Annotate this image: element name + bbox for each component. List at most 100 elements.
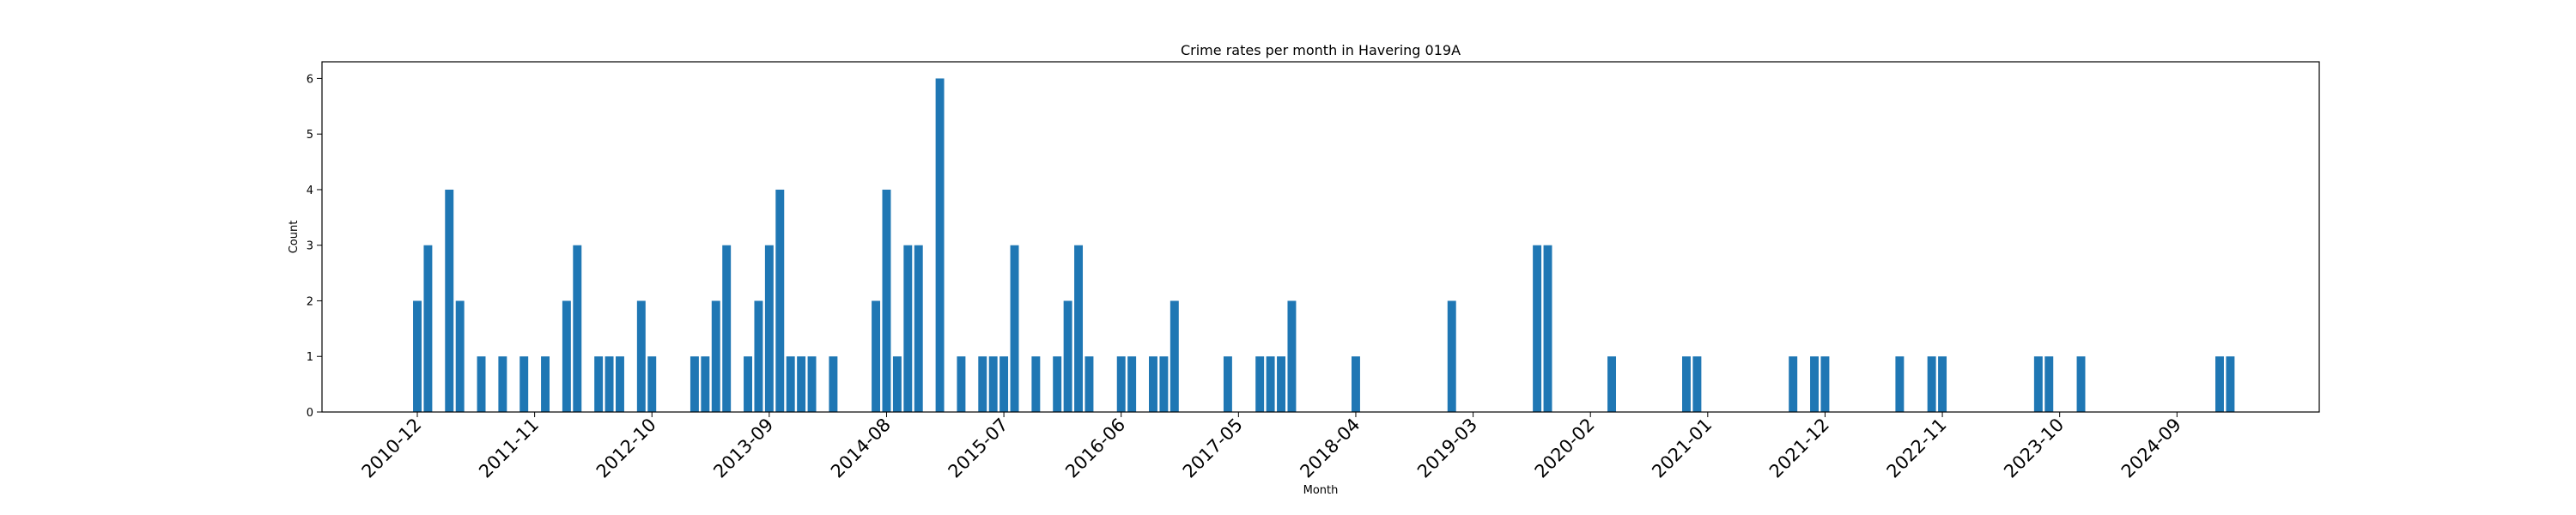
bar-2023-09 <box>2044 356 2054 412</box>
plot-frame <box>321 61 2320 413</box>
chart-title: Crime rates per month in Havering 019A <box>1181 42 1461 58</box>
bar-2011-01 <box>423 245 433 412</box>
bar-2012-10 <box>647 356 657 412</box>
bar-2016-11 <box>1170 300 1179 412</box>
bar-2020-11 <box>1682 356 1691 412</box>
x-tick-label: 2020-02 <box>1531 415 1599 482</box>
y-tick-label: 1 <box>307 351 313 364</box>
x-tick-label: 2024-09 <box>2117 415 2185 482</box>
y-tick-label: 0 <box>307 407 313 420</box>
bar-2023-12 <box>2076 356 2086 412</box>
bar-2013-07 <box>744 356 752 412</box>
bar-2018-04 <box>1351 356 1360 412</box>
bar-2013-10 <box>775 189 785 412</box>
x-axis-label: Month <box>1303 484 1339 497</box>
bar-2021-11 <box>1810 356 1819 412</box>
bar-2013-08 <box>754 300 763 412</box>
bar-2025-01 <box>2215 356 2224 412</box>
bar-2014-03 <box>829 356 838 412</box>
bar-2012-02 <box>562 300 571 412</box>
x-tick-label: 2012-10 <box>592 415 660 482</box>
bar-2015-03 <box>957 356 966 412</box>
x-tick-label: 2011-11 <box>475 415 543 482</box>
bar-2013-05 <box>722 245 732 412</box>
bar-2016-10 <box>1159 356 1169 412</box>
bar-2023-08 <box>2033 356 2043 412</box>
bar-2015-05 <box>978 356 987 412</box>
bar-2012-09 <box>636 300 646 412</box>
bar-2010-12 <box>413 300 422 412</box>
bar-2013-02 <box>690 356 699 412</box>
x-tick-label: 2021-01 <box>1648 415 1716 482</box>
bar-2016-06 <box>1116 356 1126 412</box>
bars-group <box>413 78 2235 413</box>
x-axis: 2010-12 2011-11 2012-10 2013-09 2014-08 2015-… <box>358 412 2185 482</box>
y-tick-label: 6 <box>307 73 313 86</box>
bar-2012-03 <box>573 245 582 412</box>
bar-2011-03 <box>445 189 454 412</box>
x-tick-label: 2017-05 <box>1179 415 1247 482</box>
bar-2011-12 <box>541 356 550 412</box>
bar-2011-10 <box>519 356 529 412</box>
y-tick-label: 2 <box>307 295 313 308</box>
bar-2013-03 <box>701 356 710 412</box>
bar-2017-07 <box>1255 356 1265 412</box>
bar-2013-11 <box>786 356 795 412</box>
y-axis-label: Count <box>288 221 301 254</box>
bar-2017-09 <box>1277 356 1285 412</box>
x-tick-label: 2015-07 <box>945 415 1012 482</box>
x-tick-label: 2021-12 <box>1765 415 1833 482</box>
bar-2012-05 <box>594 356 604 412</box>
bar-2022-10 <box>1927 356 1936 412</box>
bar-2012-07 <box>616 356 624 412</box>
y-tick-label: 4 <box>307 185 313 197</box>
bar-2015-10 <box>1031 356 1041 412</box>
bar-2014-11 <box>914 245 923 412</box>
y-tick-label: 5 <box>307 129 313 142</box>
x-tick-label: 2013-09 <box>709 415 777 482</box>
bar-2015-12 <box>1053 356 1062 412</box>
bar-2012-06 <box>605 356 614 412</box>
bar-2014-10 <box>903 245 913 412</box>
bar-2016-09 <box>1149 356 1157 412</box>
bar-2019-09 <box>1533 245 1542 412</box>
bar-2025-02 <box>2226 356 2235 412</box>
bar-2016-02 <box>1074 245 1084 412</box>
bar-2014-01 <box>807 356 817 412</box>
bar-2014-07 <box>872 300 881 412</box>
x-tick-label: 2019-03 <box>1413 415 1481 482</box>
bar-2017-08 <box>1266 356 1275 412</box>
x-tick-label: 2014-08 <box>827 415 895 482</box>
bar-2013-12 <box>797 356 806 412</box>
bar-2019-10 <box>1543 245 1552 412</box>
x-tick-label: 2023-10 <box>2000 415 2068 482</box>
bar-2022-11 <box>1938 356 1947 412</box>
bar-2017-04 <box>1223 356 1232 412</box>
bar-2011-08 <box>498 356 507 412</box>
bar-2011-06 <box>477 356 486 412</box>
bar-2015-06 <box>988 356 998 412</box>
bar-2020-04 <box>1607 356 1617 412</box>
bar-2020-12 <box>1692 356 1702 412</box>
bar-2017-10 <box>1287 300 1297 412</box>
bar-2013-04 <box>711 300 720 412</box>
bar-2021-12 <box>1820 356 1830 412</box>
x-tick-label: 2010-12 <box>358 415 426 482</box>
bar-2019-01 <box>1447 300 1456 412</box>
y-tick-label: 3 <box>307 240 313 253</box>
bar-2016-03 <box>1084 356 1094 412</box>
bar-2015-07 <box>999 356 1009 412</box>
bar-2014-08 <box>882 189 891 412</box>
bar-2016-07 <box>1127 356 1137 412</box>
bar-2016-01 <box>1063 300 1072 412</box>
bar-2021-09 <box>1789 356 1798 412</box>
x-tick-label: 2022-11 <box>1883 415 1951 482</box>
bar-2011-04 <box>455 300 465 412</box>
bar-2013-09 <box>764 245 774 412</box>
bar-2015-08 <box>1010 245 1019 412</box>
x-tick-label: 2016-06 <box>1061 415 1129 482</box>
bar-2015-01 <box>935 78 945 413</box>
bar-2014-09 <box>892 356 902 412</box>
bar-2022-07 <box>1895 356 1905 412</box>
